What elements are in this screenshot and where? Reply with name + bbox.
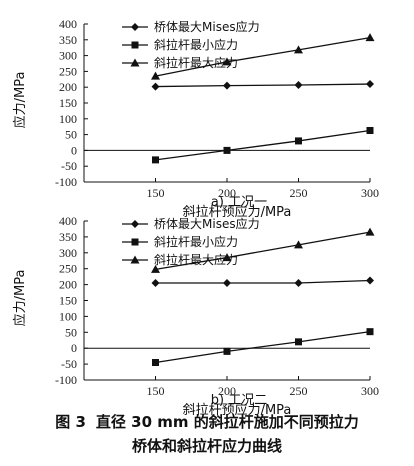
y-tick-label: -50 <box>61 159 77 173</box>
x-axis-title: 斜拉杆预应力/MPa <box>183 204 292 220</box>
data-point <box>223 81 231 90</box>
legend-marker <box>130 58 140 67</box>
y-tick-label: -50 <box>61 357 77 371</box>
x-tick-label: 300 <box>361 384 379 398</box>
y-tick-label: 100 <box>59 309 77 323</box>
data-point <box>151 264 160 273</box>
data-point <box>366 276 374 285</box>
legend-label: 桥体最大Mises应力 <box>154 216 260 231</box>
x-axis-title: 斜拉杆预应力/MPa <box>183 402 292 418</box>
y-tick-label: 250 <box>59 262 77 276</box>
x-tick-label: 250 <box>290 384 308 398</box>
y-tick-label: 350 <box>59 230 77 244</box>
x-tick-label: 300 <box>361 186 379 200</box>
x-tick-label: 150 <box>147 384 165 398</box>
legend-marker <box>131 41 139 49</box>
figure-number: 图 3 <box>55 413 86 431</box>
data-point <box>295 137 302 145</box>
data-point <box>365 227 375 236</box>
series-line <box>155 83 371 88</box>
series-line <box>155 129 371 161</box>
data-point <box>294 279 303 288</box>
y-tick-label: 0 <box>71 341 77 355</box>
data-point <box>151 71 160 80</box>
figure-caption: 图 3 直径 30 mm 的斜拉杆施加不同预拉力 桥体和斜拉杆应力曲线 <box>0 410 414 458</box>
data-point <box>294 80 303 89</box>
legend-label: 斜拉杆最大应力 <box>154 252 238 267</box>
data-point <box>294 45 303 54</box>
y-tick-label: 350 <box>59 33 77 47</box>
y-tick-label: 200 <box>59 278 77 292</box>
y-tick-label: 0 <box>71 143 77 157</box>
data-point <box>152 359 159 367</box>
series-1 <box>151 276 374 288</box>
legend-label: 斜拉杆最大应力 <box>154 55 238 70</box>
data-point <box>223 279 231 288</box>
data-point <box>365 33 375 42</box>
figure-caption-line1: 直径 30 mm 的斜拉杆施加不同预拉力 <box>95 413 359 431</box>
legend-marker <box>131 220 139 228</box>
y-tick-label: 250 <box>59 64 77 78</box>
data-point <box>222 253 232 262</box>
data-point <box>151 279 160 288</box>
legend-marker <box>131 238 139 246</box>
y-tick-label: 400 <box>59 214 77 228</box>
x-tick-label: 200 <box>218 186 236 200</box>
legend-label: 斜拉杆最小应力 <box>154 234 238 249</box>
series-2 <box>152 126 374 164</box>
x-tick-label: 150 <box>147 186 165 200</box>
series-line <box>155 331 371 364</box>
series-line <box>155 279 371 284</box>
y-tick-label: 300 <box>59 49 77 63</box>
data-point <box>366 80 374 89</box>
y-axis-title: 应力/MPa <box>12 72 28 129</box>
y-tick-label: 300 <box>59 246 77 260</box>
legend-label: 桥体最大Mises应力 <box>154 19 260 34</box>
x-tick-label: 200 <box>218 384 236 398</box>
data-point <box>151 82 160 91</box>
legend-marker <box>131 23 139 31</box>
y-tick-label: 100 <box>59 112 77 126</box>
data-point <box>223 146 231 154</box>
data-point <box>222 57 232 66</box>
y-tick-label: -100 <box>55 373 77 387</box>
series-line <box>155 36 371 77</box>
y-tick-label: 50 <box>65 325 77 339</box>
y-tick-label: 150 <box>59 294 77 308</box>
data-point <box>294 240 303 249</box>
series-line <box>155 231 371 270</box>
data-point <box>152 156 159 164</box>
y-tick-label: 50 <box>65 128 77 142</box>
y-axis-title: 应力/MPa <box>12 270 28 327</box>
data-point <box>295 338 302 346</box>
figure-caption-line2: 桥体和斜拉杆应力曲线 <box>131 437 282 455</box>
y-tick-label: 400 <box>59 17 77 31</box>
series-2 <box>152 328 374 367</box>
series-3 <box>151 33 375 80</box>
panel-caption: b) 工况二 <box>211 393 267 408</box>
legend-marker <box>130 255 140 264</box>
panel-caption: a) 工况一 <box>211 195 267 210</box>
y-tick-label: -100 <box>55 175 77 189</box>
series-1 <box>151 80 374 91</box>
data-point <box>366 126 374 134</box>
data-point <box>223 347 231 355</box>
legend-label: 斜拉杆最小应力 <box>154 37 238 52</box>
x-tick-label: 250 <box>290 186 308 200</box>
series-3 <box>151 227 375 273</box>
data-point <box>366 328 374 336</box>
y-tick-label: 150 <box>59 96 77 110</box>
y-tick-label: 200 <box>59 80 77 94</box>
